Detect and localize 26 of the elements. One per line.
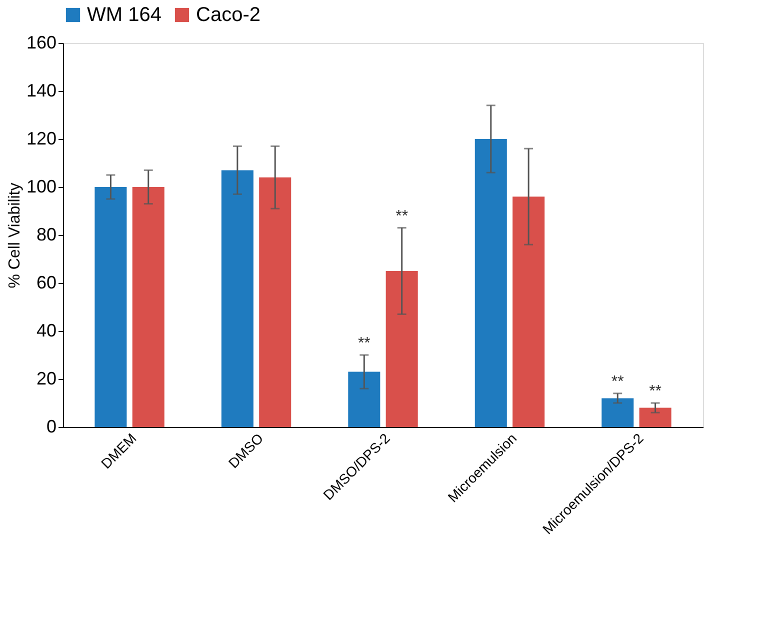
bar bbox=[474, 139, 507, 427]
bar bbox=[94, 187, 127, 427]
data-label: ** bbox=[396, 208, 408, 225]
data-label: ** bbox=[649, 383, 662, 400]
y-tick-label: 40 bbox=[36, 320, 56, 340]
legend-label: Caco-2 bbox=[196, 4, 260, 26]
bar bbox=[639, 408, 672, 427]
bar bbox=[132, 187, 164, 427]
y-tick-label: 100 bbox=[26, 176, 56, 196]
y-tick-label: 20 bbox=[36, 368, 56, 388]
bar bbox=[512, 196, 545, 427]
bar bbox=[348, 372, 380, 427]
y-tick-label: 140 bbox=[26, 80, 56, 100]
data-label: ** bbox=[358, 335, 370, 352]
y-tick-label: 60 bbox=[36, 272, 56, 292]
y-tick-label: 80 bbox=[36, 224, 56, 244]
y-tick-label: 160 bbox=[26, 32, 56, 52]
data-label: ** bbox=[611, 373, 624, 390]
y-tick-label: 120 bbox=[26, 128, 56, 148]
y-axis-title: % Cell Viability bbox=[6, 182, 24, 288]
bar bbox=[386, 271, 418, 427]
bar bbox=[221, 170, 254, 427]
legend-label: WM 164 bbox=[87, 4, 162, 26]
bar bbox=[259, 177, 292, 427]
y-tick-label: 0 bbox=[46, 416, 56, 436]
bar bbox=[602, 398, 634, 427]
